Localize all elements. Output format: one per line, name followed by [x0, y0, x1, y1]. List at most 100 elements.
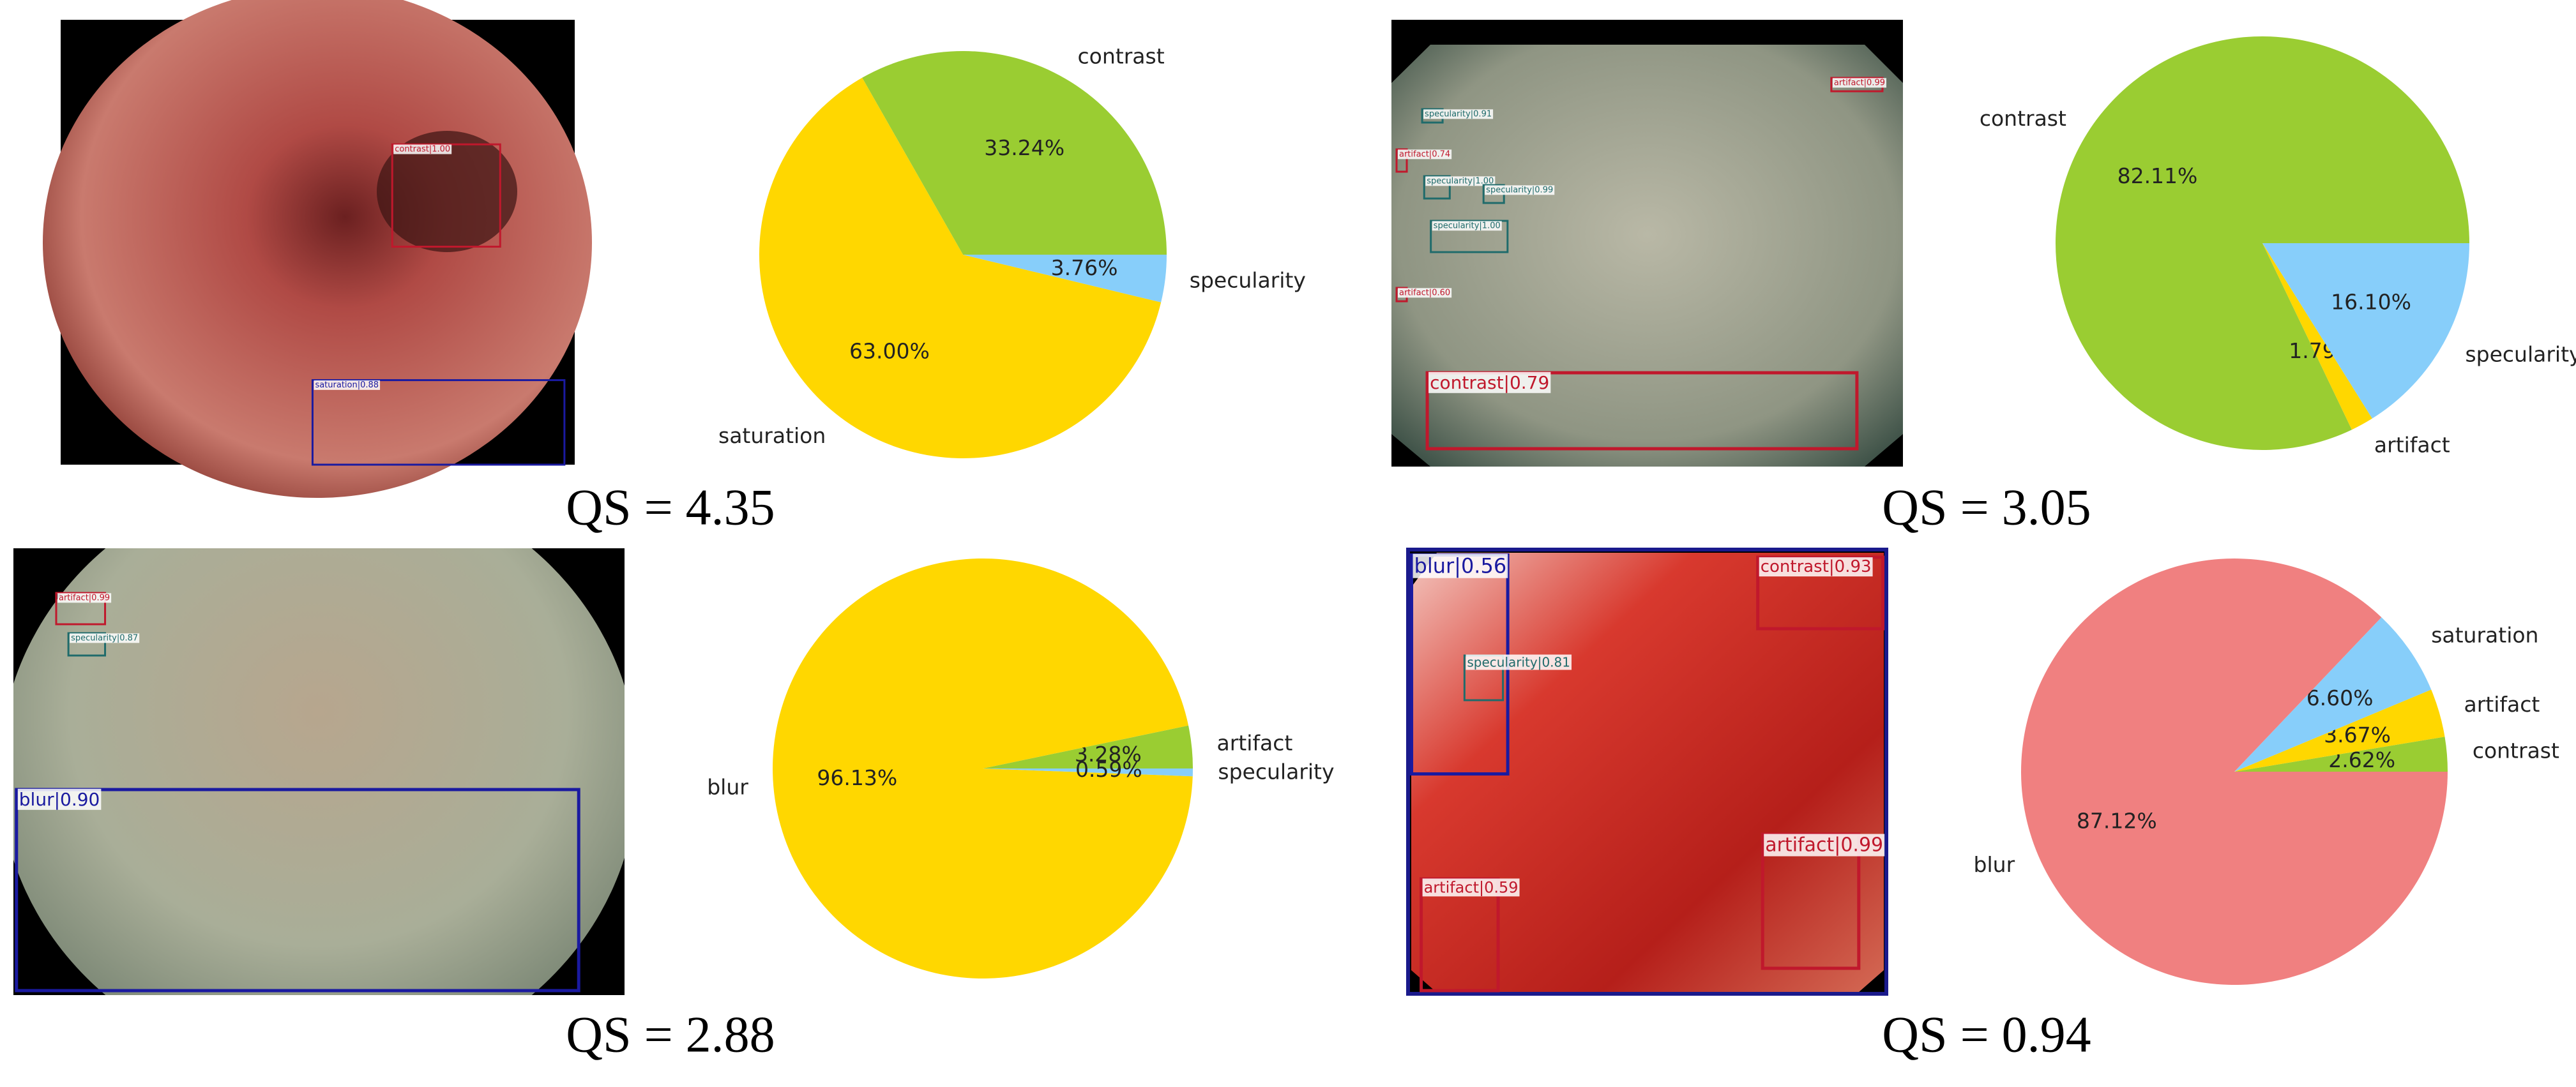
box-label: specularity|0.87 — [71, 633, 138, 643]
pie-slice — [963, 255, 1167, 303]
box-outline — [311, 379, 566, 466]
detection-box: artifact|0.74 — [1395, 148, 1452, 173]
pie-slice — [983, 725, 1193, 768]
slice-percent: 0.59% — [1075, 757, 1142, 782]
detection-box: artifact|0.60 — [1395, 287, 1452, 303]
box-label: specularity|0.81 — [1467, 655, 1570, 670]
box-outline — [15, 788, 580, 993]
detection-box: specularity|0.99 — [1482, 184, 1555, 204]
endoscopy-image — [1391, 20, 1903, 467]
slice-label: blur — [1974, 852, 2015, 877]
box-label-bg — [314, 380, 381, 390]
pie-slice — [2234, 617, 2432, 772]
box-outline — [1423, 175, 1451, 200]
quality-score: QS = 3.05 — [1882, 479, 2091, 536]
detection-box: artifact|0.99 — [55, 592, 112, 626]
box-label: artifact|0.99 — [1765, 834, 1883, 857]
box-label: artifact|0.60 — [1399, 288, 1450, 297]
detection-box: specularity|0.81 — [1463, 654, 1572, 701]
box-label-bg — [1432, 221, 1502, 231]
slice-percent: 16.10% — [2331, 290, 2411, 315]
box-outline — [55, 592, 107, 626]
slice-label: contrast — [1980, 106, 2066, 131]
detection-box: specularity|1.00 — [1423, 175, 1496, 200]
pie-slice — [759, 77, 1162, 458]
slice-percent: 87.12% — [2077, 808, 2157, 833]
box-label-bg — [1398, 149, 1452, 160]
slice-label: specularity — [1190, 268, 1306, 293]
box-outline — [1425, 371, 1859, 451]
slice-label: artifact — [1217, 731, 1293, 756]
box-label: contrast|1.00 — [395, 144, 450, 154]
detection-box: contrast|0.79 — [1425, 371, 1859, 451]
slice-label: contrast — [2473, 738, 2559, 763]
detection-box: specularity|0.87 — [67, 632, 140, 657]
box-label-bg — [1832, 78, 1887, 88]
slice-percent: 96.13% — [817, 765, 897, 790]
box-label-bg — [1422, 878, 1520, 897]
box-label-bg — [57, 593, 112, 603]
box-outline — [67, 632, 107, 657]
endoscopy-image — [13, 548, 625, 995]
detection-box: contrast|0.93 — [1756, 555, 1884, 631]
box-label-bg — [70, 633, 140, 643]
box-label-bg — [1485, 185, 1555, 195]
box-label-bg — [1425, 176, 1496, 186]
pie-slice — [2234, 737, 2448, 772]
pie-slice — [2021, 558, 2448, 985]
detection-box: specularity|0.91 — [1421, 108, 1494, 124]
detection-box: saturation|0.88 — [311, 379, 566, 466]
quality-score: QS = 2.88 — [566, 1007, 775, 1063]
slice-label: blur — [707, 775, 748, 800]
box-outline — [391, 143, 501, 248]
slice-label: artifact — [2464, 692, 2540, 717]
slice-percent: 63.00% — [849, 338, 930, 363]
box-label-bg — [1428, 371, 1551, 393]
box-label: saturation|0.88 — [315, 380, 379, 390]
box-label: specularity|0.91 — [1425, 109, 1492, 119]
detection-box: contrast|1.00 — [391, 143, 501, 248]
box-label: artifact|0.74 — [1399, 149, 1450, 159]
box-label: contrast|0.93 — [1761, 557, 1872, 576]
slice-label: specularity — [2465, 341, 2576, 366]
pie-slice — [862, 50, 1167, 255]
slice-percent: 3.76% — [1051, 255, 1118, 280]
box-label: blur|0.56 — [1414, 554, 1507, 578]
box-label-bg — [1764, 834, 1885, 857]
box-label-bg — [1466, 654, 1572, 670]
box-outline — [1430, 220, 1509, 253]
slice-label: contrast — [1078, 44, 1165, 69]
pie-slice — [2262, 243, 2372, 430]
box-label-bg — [1398, 288, 1452, 298]
box-label: specularity|1.00 — [1434, 221, 1501, 230]
box-label-bg — [393, 144, 452, 154]
box-label: blur|0.90 — [19, 789, 100, 810]
box-label-bg — [17, 788, 102, 810]
slice-percent: 33.24% — [984, 135, 1064, 160]
box-label: artifact|0.99 — [1834, 78, 1885, 87]
detection-box: specularity|1.00 — [1430, 220, 1509, 253]
endoscopy-image — [43, 0, 592, 498]
pie-slice — [2056, 36, 2469, 450]
box-label: artifact|0.59 — [1424, 878, 1519, 896]
box-label-bg — [1759, 557, 1873, 577]
slice-percent: 6.60% — [2307, 686, 2374, 710]
box-label: contrast|0.79 — [1430, 372, 1549, 393]
slice-label: artifact — [2374, 432, 2450, 457]
pie-slice — [772, 558, 1193, 978]
box-label: specularity|1.00 — [1427, 176, 1494, 186]
quality-score: QS = 4.35 — [566, 479, 775, 536]
slice-percent: 82.11% — [2118, 163, 2198, 188]
slice-label: saturation — [2431, 623, 2538, 648]
slice-label: specularity — [1218, 759, 1334, 784]
detection-box: artifact|0.59 — [1420, 877, 1520, 993]
quality-score: QS = 0.94 — [1882, 1007, 2091, 1063]
box-outline — [1395, 148, 1408, 173]
box-label: specularity|0.99 — [1486, 185, 1553, 195]
detection-box: blur|0.90 — [15, 788, 580, 993]
pie-slice — [983, 768, 1193, 777]
box-outline — [1756, 555, 1884, 631]
box-label-bg — [1413, 553, 1508, 578]
pie-slice — [2234, 689, 2445, 772]
